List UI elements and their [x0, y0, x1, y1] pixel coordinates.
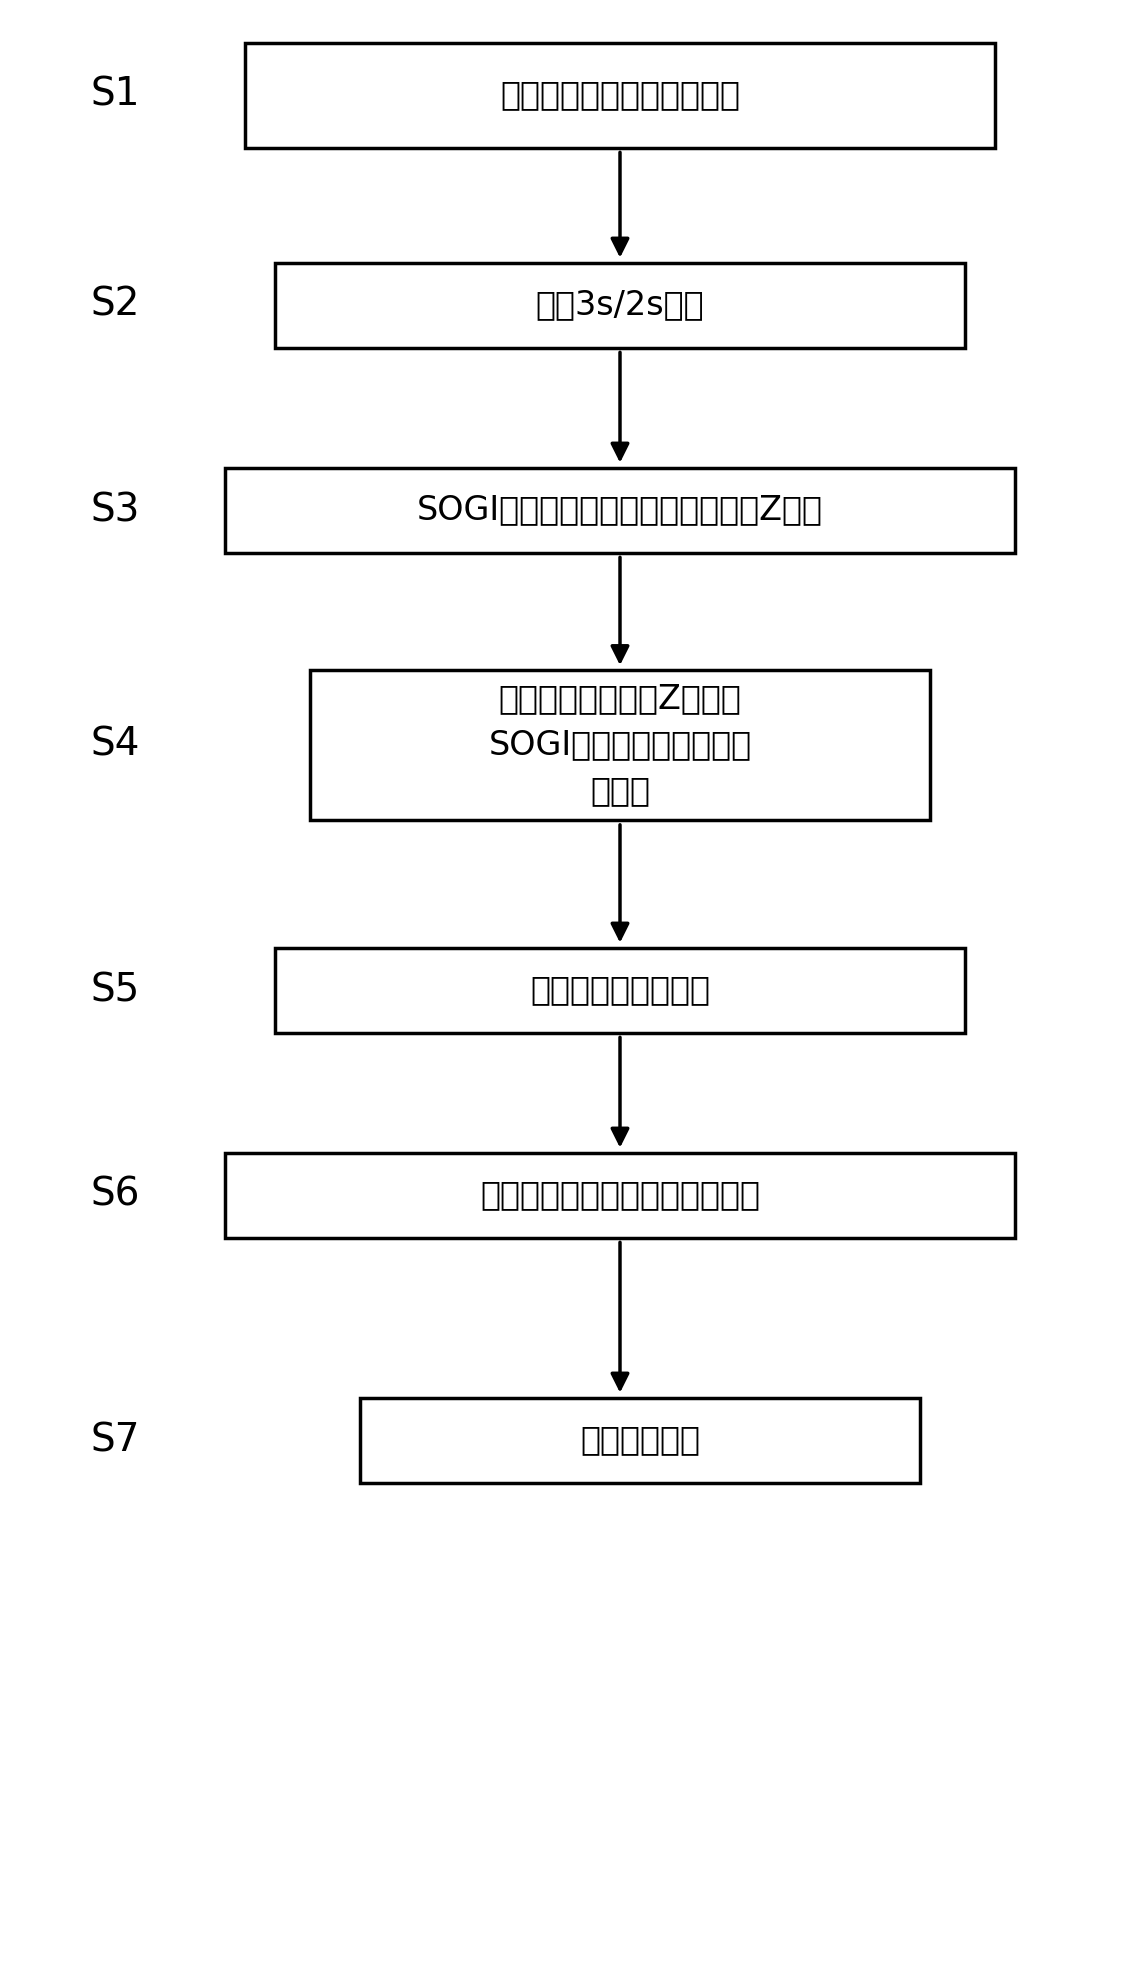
Text: S5: S5 — [90, 972, 139, 1009]
Bar — [225, 1152, 1015, 1238]
Text: SOGI移相电路的两个传递函数进行Z变换: SOGI移相电路的两个传递函数进行Z变换 — [417, 493, 823, 527]
Bar — [275, 948, 965, 1033]
Bar — [310, 670, 930, 821]
Bar — [275, 262, 965, 348]
Text: 采集三相网侧滤波电容电流: 采集三相网侧滤波电容电流 — [500, 79, 740, 111]
Text: 进行3s/2s变换: 进行3s/2s变换 — [536, 288, 704, 322]
Bar — [360, 1397, 920, 1482]
Text: S6: S6 — [90, 1176, 139, 1214]
Text: S2: S2 — [90, 286, 139, 324]
Text: 计算网侧滤波电容电流正负序值: 计算网侧滤波电容电流正负序值 — [480, 1178, 760, 1212]
Text: S3: S3 — [90, 491, 139, 529]
Text: S7: S7 — [90, 1421, 139, 1458]
Text: S1: S1 — [90, 76, 139, 113]
Text: 计算不平衡度: 计算不平衡度 — [579, 1423, 700, 1456]
Text: 求解电流正负序分量: 求解电流正负序分量 — [530, 974, 710, 1007]
Bar — [245, 42, 995, 147]
Text: S4: S4 — [90, 725, 139, 763]
Bar — [225, 467, 1015, 552]
Text: 两个坐标分量经过Z变换的
SOGI移相电路传递函数后
输出值: 两个坐标分量经过Z变换的 SOGI移相电路传递函数后 输出值 — [489, 682, 751, 807]
